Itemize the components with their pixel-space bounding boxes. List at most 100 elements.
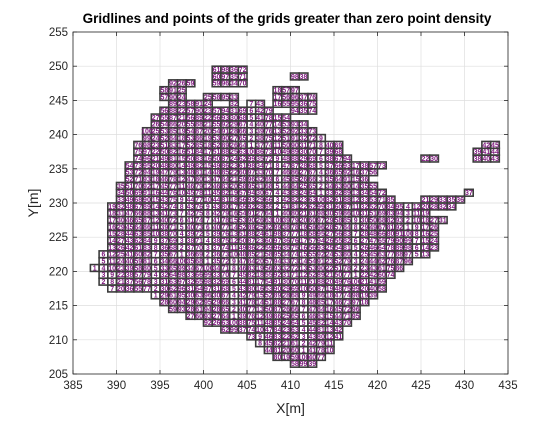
cell-point-label: 11 xyxy=(256,320,264,327)
cell-point-label: 16 xyxy=(152,190,160,197)
cell-point-label: 18 xyxy=(230,197,238,204)
cell-point-label: 17 xyxy=(300,238,308,245)
cell-point-label: 8 xyxy=(258,341,262,348)
cell-point-label: 75 xyxy=(134,149,142,156)
cell-point-label: 73 xyxy=(378,163,386,170)
cell-point-label: 70 xyxy=(195,245,203,252)
cell-point-label: 59 xyxy=(213,81,221,88)
cell-point-label: 92 xyxy=(221,122,229,129)
cell-point-label: 14 xyxy=(256,300,264,307)
cell-point-label: 99 xyxy=(404,238,412,245)
cell-point-label: 59 xyxy=(378,279,386,286)
cell-point-label: 50 xyxy=(334,272,342,279)
cell-point-label: 17 xyxy=(326,300,334,307)
cell-point-label: 58 xyxy=(213,94,221,101)
cell-point-label: 33 xyxy=(439,197,447,204)
cell-point-label: 25 xyxy=(152,129,160,136)
cell-point-label: 70 xyxy=(169,231,177,238)
cell-point-label: 3 xyxy=(232,300,236,307)
cell-point-label: 84 xyxy=(221,176,229,183)
cell-point-label: 67 xyxy=(308,170,316,177)
cell-point-label: 51 xyxy=(334,265,342,272)
cell-point-label: 17 xyxy=(178,142,186,149)
cell-point-label: 9 xyxy=(302,293,306,300)
cell-point-label: 80 xyxy=(247,286,255,293)
cell-point-label: 35 xyxy=(326,176,334,183)
cell-point-label: 6 xyxy=(154,259,158,266)
cell-point-label: 81 xyxy=(247,279,255,286)
cell-point-label: 31 xyxy=(160,279,168,286)
cell-point-label: 55 xyxy=(239,204,247,211)
cell-point-label: 64 xyxy=(378,245,386,252)
cell-point-label: 7 xyxy=(110,286,114,293)
cell-point-label: 37 xyxy=(187,245,195,252)
cell-point-label: 90 xyxy=(169,94,177,101)
cell-point-label: 29 xyxy=(430,197,438,204)
cell-point-label: 32 xyxy=(187,279,195,286)
cell-point-label: 34 xyxy=(187,265,195,272)
cell-point-label: 85 xyxy=(195,142,203,149)
cell-point-label: 60 xyxy=(169,300,177,307)
cell-point-label: 6 xyxy=(415,245,419,252)
cell-point-label: 97 xyxy=(404,252,412,259)
cell-point-label: 86 xyxy=(195,135,203,142)
cell-point-label: 22 xyxy=(178,108,186,115)
cell-point-label: 74 xyxy=(134,156,142,163)
cell-point-label: 42 xyxy=(482,142,490,149)
cell-point-label: 98 xyxy=(178,272,186,279)
cell-point-label: 53 xyxy=(282,122,290,129)
cell-point-label: 52 xyxy=(334,259,342,266)
cell-point-label: 7 xyxy=(415,238,419,245)
cell-point-label: 17 xyxy=(204,149,212,156)
cell-point-label: 15 xyxy=(326,313,334,320)
cell-point-label: 31 xyxy=(187,286,195,293)
cell-point-label: 19 xyxy=(300,224,308,231)
cell-point-label: 92 xyxy=(317,252,325,259)
cell-point-label: 12 xyxy=(152,218,160,225)
cell-point-label: 97 xyxy=(204,286,212,293)
cell-point-label: 27 xyxy=(230,135,238,142)
cell-point-label: 26 xyxy=(152,122,160,129)
cell-point-label: 2 xyxy=(232,306,236,313)
cell-point-label: 93 xyxy=(204,313,212,320)
cell-point-label: 46 xyxy=(160,176,168,183)
cell-point-label: 71 xyxy=(134,176,142,183)
cell-point-label: 21 xyxy=(421,197,429,204)
cell-point-label: 89 xyxy=(247,224,255,231)
cell-point-label: 37 xyxy=(282,231,290,238)
cell-point-label: 8 xyxy=(110,279,114,286)
cell-point-label: 24 xyxy=(152,135,160,142)
cell-point-label: 76 xyxy=(265,129,273,136)
cell-point-label: 93 xyxy=(143,176,151,183)
cell-point-label: 12 xyxy=(230,238,238,245)
cell-point-label: 38 xyxy=(126,272,134,279)
cell-point-label: 1 xyxy=(354,272,358,279)
cell-point-label: 31 xyxy=(213,286,221,293)
cell-point-label: 29 xyxy=(117,224,125,231)
cell-point-label: 35 xyxy=(256,156,264,163)
cell-point-label: 27 xyxy=(187,313,195,320)
cell-point-label: 54 xyxy=(160,122,168,129)
cell-point-label: 15 xyxy=(230,218,238,225)
cell-point-label: 32 xyxy=(361,204,369,211)
cell-point-label: 11 xyxy=(300,279,308,286)
cell-point-label: 46 xyxy=(308,313,316,320)
cell-point-label: 29 xyxy=(187,300,195,307)
x-axis-label: X[m] xyxy=(276,400,305,416)
cell-point-label: 5 xyxy=(249,115,253,122)
cell-point-label: 93 xyxy=(343,163,351,170)
cell-point-label: 22 xyxy=(282,334,290,341)
cell-point-label: 94 xyxy=(143,170,151,177)
cell-point-label: 3 xyxy=(302,334,306,341)
cell-point-label: 43 xyxy=(491,156,499,163)
cell-point-label: 74 xyxy=(291,252,299,259)
cell-point-label: 92 xyxy=(204,320,212,327)
cell-point-label: 22 xyxy=(256,245,264,252)
cell-point-label: 43 xyxy=(308,334,316,341)
cell-point-label: 65 xyxy=(195,279,203,286)
cell-point-label: 89 xyxy=(395,245,403,252)
cell-point-label: 96 xyxy=(204,293,212,300)
cell-point-label: 10 xyxy=(204,197,212,204)
cell-point-label: 79 xyxy=(247,293,255,300)
cell-point-label: 13 xyxy=(204,176,212,183)
